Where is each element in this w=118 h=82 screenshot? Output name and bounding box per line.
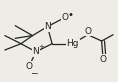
Text: Hg: Hg (67, 39, 79, 48)
Text: −: − (30, 68, 37, 77)
Text: •: • (67, 10, 73, 20)
Text: O: O (61, 13, 68, 22)
Text: +: + (39, 44, 44, 50)
Text: N: N (33, 47, 39, 56)
Text: O: O (25, 62, 33, 71)
Text: O: O (99, 55, 106, 63)
Text: N: N (44, 22, 51, 31)
Text: O: O (84, 27, 91, 36)
